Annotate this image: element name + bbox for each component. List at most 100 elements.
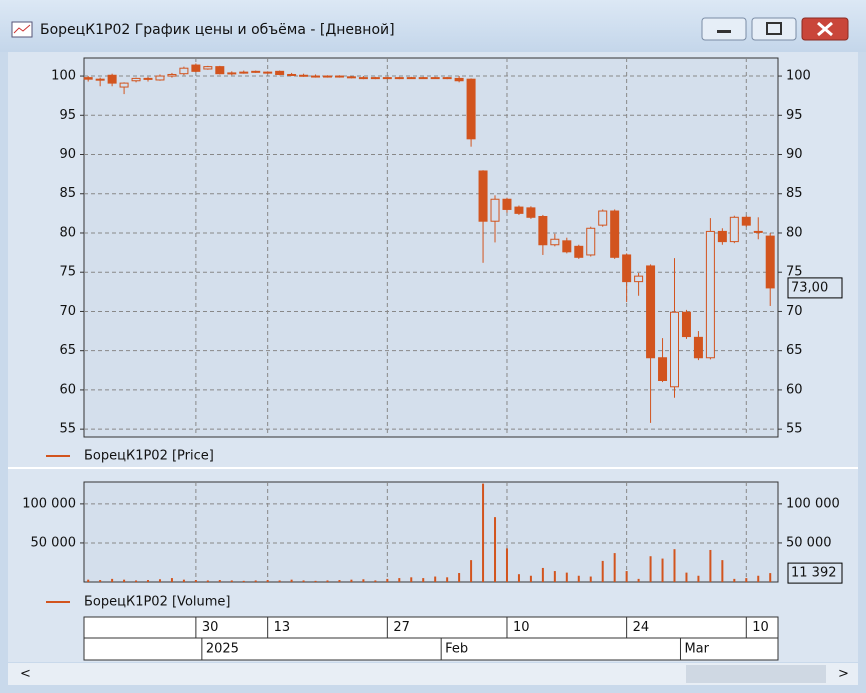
y-tick-label: 65 [59, 343, 76, 358]
y-tick-label: 50 000 [31, 535, 77, 550]
y2-tick-label: 50 000 [786, 535, 832, 550]
y-tick-label: 90 [59, 147, 76, 162]
candle-body [215, 66, 225, 75]
date-tick-label: 13 [274, 620, 291, 635]
date-tick-label: 30 [202, 620, 219, 635]
last-value-box [787, 562, 843, 584]
candle-body [203, 66, 213, 70]
candle-body [155, 75, 165, 81]
y-tick-label: 85 [59, 186, 76, 201]
scrollbar-thumb[interactable] [686, 665, 826, 683]
candle-body [442, 77, 452, 80]
candle-body [430, 77, 440, 80]
candle-body [227, 72, 237, 75]
candle-body [693, 336, 703, 359]
candle-body [107, 74, 117, 84]
candle-body [526, 207, 536, 218]
maximize-button[interactable] [751, 17, 797, 41]
candle-body [538, 216, 548, 246]
y-tick-label: 75 [59, 265, 76, 280]
app-icon [11, 21, 33, 38]
candle-body [598, 210, 608, 226]
y2-tick-label: 100 [786, 69, 811, 84]
candle-body [346, 76, 356, 79]
minimize-icon [717, 30, 731, 33]
candle-body [765, 235, 775, 289]
window-title: БорецК1Р02 График цены и объёма - [Дневн… [40, 22, 395, 38]
candle-body [239, 71, 249, 74]
last-value-label: 11 392 [791, 566, 837, 581]
y2-tick-label: 70 [786, 304, 803, 319]
candle-body [382, 77, 392, 80]
y-tick-label: 100 000 [22, 496, 76, 511]
candle-body [753, 230, 763, 233]
candle-body [95, 78, 105, 81]
candle-body [311, 75, 321, 78]
candle-body [251, 70, 261, 73]
candle-body [334, 75, 344, 78]
last-value-label: 73,00 [791, 280, 828, 295]
scroll-left[interactable]: < [20, 667, 31, 682]
y-tick-label: 100 [51, 69, 76, 84]
scrollbar[interactable] [8, 663, 858, 685]
candle-body [705, 230, 715, 359]
candle-body [287, 73, 297, 76]
candle-body [143, 77, 153, 80]
date-tick-label: 24 [633, 620, 650, 635]
candle-body [490, 198, 500, 222]
candle-body [646, 265, 656, 359]
candle-body [263, 71, 273, 74]
candle-body [741, 216, 751, 226]
candle-body [418, 77, 428, 80]
last-value-box [787, 277, 843, 299]
candle-body [466, 78, 476, 140]
y2-tick-label: 100 000 [786, 496, 840, 511]
candle-body [275, 70, 285, 75]
legend-label: БорецК1Р02 [Volume] [84, 595, 230, 610]
candle-body [562, 240, 572, 253]
candle-body [478, 170, 488, 222]
y2-tick-label: 75 [786, 265, 803, 280]
maximize-icon [766, 22, 782, 35]
candle-body [729, 216, 739, 243]
candle-body [550, 238, 560, 246]
y-tick-label: 70 [59, 304, 76, 319]
candle-body [514, 206, 524, 214]
candle-body [299, 74, 309, 77]
candle-body [634, 275, 644, 283]
legend-label: БорецК1Р02 [Price] [84, 449, 214, 464]
app-icon-line [13, 24, 31, 34]
candle-body [681, 311, 691, 338]
date-tick-label: 10 [752, 620, 769, 635]
y-tick-label: 60 [59, 382, 76, 397]
candle-body [406, 77, 416, 80]
candle-body [119, 82, 129, 88]
candle-body [370, 77, 380, 80]
y2-tick-label: 65 [786, 343, 803, 358]
period-label: 2025 [206, 642, 239, 657]
candle-body [191, 64, 201, 72]
candle-body [358, 77, 368, 80]
candle-body [622, 254, 632, 283]
candle-body [83, 77, 93, 80]
y2-tick-label: 55 [786, 422, 803, 437]
candle-body [610, 210, 620, 258]
candle-body [717, 230, 727, 243]
candle-body [179, 67, 189, 75]
candle-body [454, 77, 464, 82]
date-tick-label: 10 [513, 620, 530, 635]
date-tick-label: 27 [393, 620, 410, 635]
candle-body [322, 75, 332, 78]
y-tick-label: 80 [59, 225, 76, 240]
y2-tick-label: 60 [786, 382, 803, 397]
y2-tick-label: 85 [786, 186, 803, 201]
period-label: Feb [445, 642, 468, 657]
scroll-right[interactable]: > [838, 667, 849, 682]
y2-tick-label: 95 [786, 108, 803, 123]
candle-body [131, 77, 141, 82]
minimize-button[interactable] [701, 17, 747, 41]
candle-body [574, 245, 584, 258]
candle-body [658, 357, 668, 382]
candle-body [502, 198, 512, 210]
